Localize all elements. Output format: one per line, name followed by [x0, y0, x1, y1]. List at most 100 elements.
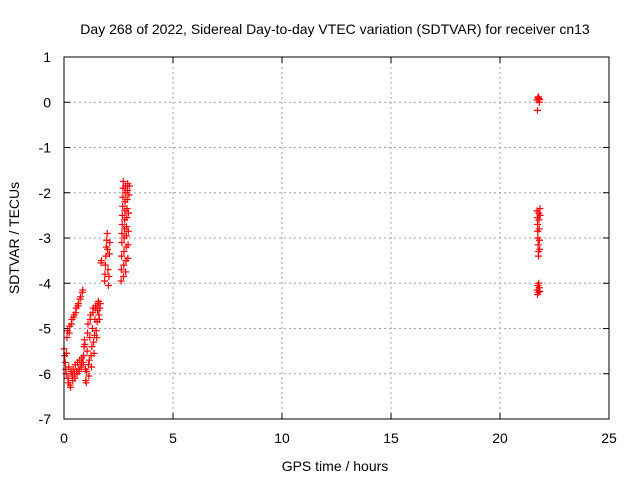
data-point: [117, 266, 125, 274]
data-point: [534, 288, 542, 296]
data-point: [119, 177, 127, 185]
data-point: [104, 282, 112, 290]
data-point: [79, 358, 87, 366]
data-point: [61, 358, 69, 366]
data-point: [84, 320, 92, 328]
data-point: [101, 270, 109, 278]
data-point: [104, 245, 112, 253]
data-point: [118, 211, 126, 219]
data-point: [83, 347, 91, 355]
grid: [64, 57, 609, 419]
data-point: [535, 216, 543, 224]
data-point: [101, 277, 109, 285]
data-point: [118, 229, 126, 237]
data-point: [120, 272, 128, 280]
data-point: [65, 329, 73, 337]
data-point: [123, 214, 131, 222]
data-point: [83, 367, 91, 375]
data-point: [536, 211, 544, 219]
y-tick-label: -3: [39, 230, 52, 246]
data-point: [95, 315, 103, 323]
x-tick-label: 5: [169, 430, 177, 446]
data-point: [123, 196, 131, 204]
data-point: [535, 225, 543, 233]
x-tick-label: 25: [601, 430, 617, 446]
data-point: [80, 352, 88, 360]
data-point: [120, 261, 128, 269]
data-point: [104, 266, 112, 274]
data-point: [536, 205, 544, 213]
data-point: [96, 300, 104, 308]
y-axis-label: SDTVAR / TECUs: [6, 182, 22, 294]
data-point: [536, 96, 544, 104]
y-tick-label: -5: [39, 321, 52, 337]
data-point: [75, 367, 83, 375]
data-point: [534, 241, 542, 249]
data-point: [103, 229, 111, 237]
data-point: [86, 334, 94, 342]
y-tick-label: -2: [39, 185, 52, 201]
y-tick-label: -7: [39, 411, 52, 427]
data-point: [536, 245, 544, 253]
y-tick-label: -6: [39, 366, 52, 382]
data-point: [533, 106, 541, 114]
x-tick-label: 0: [60, 430, 68, 446]
data-point: [122, 268, 130, 276]
data-point: [93, 334, 101, 342]
x-tick-label: 15: [383, 430, 399, 446]
data-point: [535, 252, 543, 260]
data-point: [90, 349, 98, 357]
data-point: [118, 239, 126, 247]
data-point: [120, 248, 128, 256]
data-point: [88, 343, 96, 351]
y-tick-label: 0: [43, 94, 51, 110]
x-axis-label: GPS time / hours: [282, 458, 389, 474]
plot-frame: [63, 56, 610, 420]
data-point: [71, 374, 79, 382]
data-point: [118, 252, 126, 260]
data-point: [123, 186, 131, 194]
data-point: [81, 340, 89, 348]
data-point: [82, 379, 90, 387]
data-point: [119, 193, 127, 201]
data-point: [90, 338, 98, 346]
y-tick-label: -1: [39, 140, 52, 156]
data-point: [105, 250, 113, 258]
data-point: [79, 286, 87, 294]
x-tick-label: 10: [274, 430, 290, 446]
data-point: [123, 223, 131, 231]
y-tick-label: 1: [43, 49, 51, 65]
data-point: [84, 329, 92, 337]
data-point: [124, 241, 132, 249]
data-point: [536, 287, 544, 295]
data-point: [117, 277, 125, 285]
data-point: [92, 327, 100, 335]
data-point: [87, 363, 95, 371]
data-point: [125, 209, 133, 217]
data-point: [533, 220, 541, 228]
y-tick-label: -4: [39, 275, 52, 291]
x-tick-label: 20: [492, 430, 508, 446]
data-point: [125, 182, 133, 190]
data-points: [60, 93, 544, 391]
data-point: [122, 232, 130, 240]
data-point: [88, 325, 96, 332]
data-point: [65, 363, 73, 371]
data-point: [124, 227, 132, 235]
data-point: [74, 300, 82, 308]
data-point: [97, 257, 105, 265]
data-point: [119, 202, 127, 210]
tick-labels: 0 5 10 15 20 25 -7 -6 -5 -4 -3 -2 -1 0 1: [39, 49, 617, 446]
data-point: [63, 334, 71, 342]
data-point: [535, 236, 543, 244]
chart-title: Day 268 of 2022, Sidereal Day-to-day VTE…: [80, 21, 590, 37]
data-point: [77, 293, 85, 301]
data-point: [123, 205, 131, 213]
data-point: [105, 272, 113, 280]
data-point: [85, 356, 93, 364]
data-point: [124, 254, 132, 262]
data-point: [106, 239, 114, 247]
data-point: [67, 383, 75, 391]
